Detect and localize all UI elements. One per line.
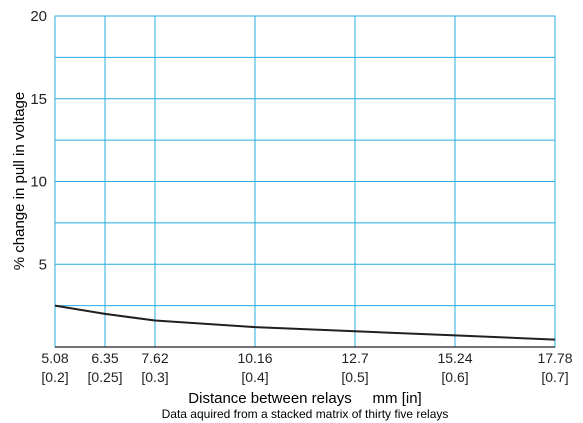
y-tick-label: 20 <box>30 8 47 25</box>
y-tick-labels: 5 10 15 20 <box>30 8 47 273</box>
x-tick-label-mm: 15.24 <box>437 350 472 366</box>
x-tick-label-in: [0.25] <box>87 369 122 385</box>
x-tick-label-in: [0.3] <box>141 369 168 385</box>
x-tick-label-mm: 10.16 <box>237 350 272 366</box>
x-tick-label-in: [0.6] <box>441 369 468 385</box>
x-tick-labels: 5.08 [0.2] 6.35 [0.25] 7.62 [0.3] 10.16 [0.4] 12… <box>41 350 572 385</box>
y-axis-label: % change in pull in voltage <box>11 92 28 270</box>
y-tick-label: 10 <box>30 174 47 191</box>
x-tick-label-mm: 17.78 <box>537 350 572 366</box>
grid <box>54 15 556 348</box>
x-tick-label-in: [0.5] <box>341 369 368 385</box>
x-tick-label-mm: 12.7 <box>341 350 368 366</box>
x-tick-label-in: [0.7] <box>541 369 568 385</box>
x-tick-label-in: [0.4] <box>241 369 268 385</box>
series-group <box>54 304 556 341</box>
x-tick-label-mm: 5.08 <box>41 350 68 366</box>
chart-note: Data aquired from a stacked matrix of th… <box>162 407 449 421</box>
y-tick-label: 5 <box>39 256 47 273</box>
y-tick-label: 15 <box>30 91 47 108</box>
x-axis-label: Distance between relays mm [in] <box>188 390 421 407</box>
x-tick-label-in: [0.2] <box>41 369 68 385</box>
x-tick-label-mm: 7.62 <box>141 350 168 366</box>
x-tick-label-mm: 6.35 <box>91 350 118 366</box>
series-line <box>54 304 556 341</box>
